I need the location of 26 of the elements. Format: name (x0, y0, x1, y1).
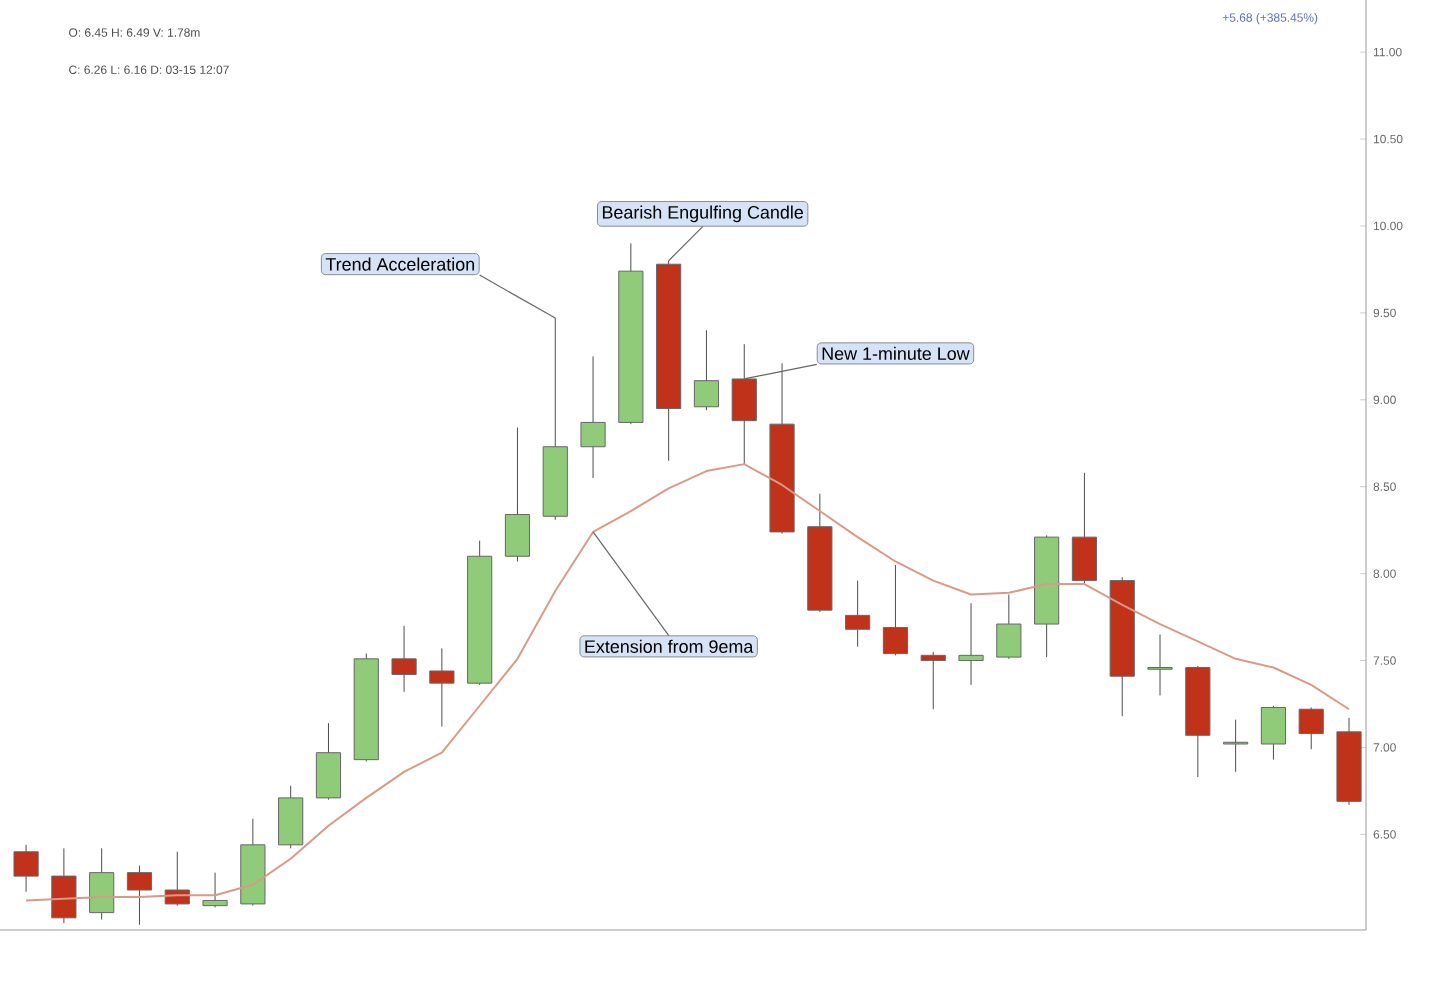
candlestick (920, 651, 946, 710)
annotation: Bearish Engulfing Candle (602, 205, 804, 223)
candlestick (13, 844, 39, 893)
candlestick (278, 785, 304, 849)
candlestick (202, 872, 228, 908)
candlestick (429, 647, 455, 728)
candlestick (504, 427, 531, 562)
annotation: Trend Acceleration (325, 257, 475, 271)
candlestick (89, 847, 115, 921)
candlestick (126, 865, 153, 926)
annotation: Extension from 9ema (585, 639, 754, 653)
candlestick (51, 847, 77, 924)
annotation: New 1-minute Low (822, 346, 970, 360)
candlestick (1071, 472, 1098, 585)
candlestick (996, 594, 1022, 660)
candlestick (693, 329, 720, 411)
candlestick (1298, 706, 1324, 750)
candlestick (1223, 719, 1249, 773)
candlestick (580, 355, 606, 479)
candlestick (1260, 705, 1287, 761)
candlestick (882, 564, 909, 656)
candlestick (1147, 633, 1173, 696)
candlestick (391, 625, 417, 693)
candlestick (958, 602, 984, 686)
candlestick (315, 722, 342, 801)
candlestick (845, 580, 871, 648)
